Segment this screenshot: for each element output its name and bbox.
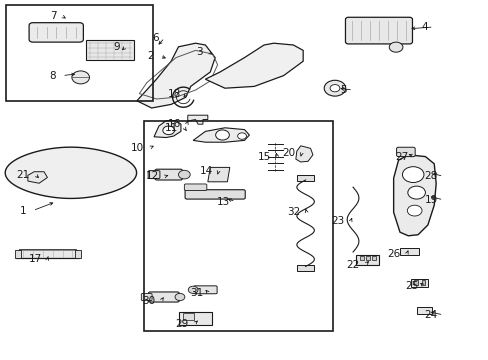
Bar xyxy=(359,256,363,260)
FancyBboxPatch shape xyxy=(141,293,152,301)
Circle shape xyxy=(188,286,198,293)
Bar xyxy=(85,40,134,60)
Text: 28: 28 xyxy=(424,171,437,181)
Text: 31: 31 xyxy=(189,288,203,298)
Polygon shape xyxy=(207,167,229,182)
Text: 21: 21 xyxy=(16,170,29,180)
Text: 7: 7 xyxy=(49,11,56,21)
Polygon shape xyxy=(205,43,303,88)
Text: 32: 32 xyxy=(287,207,300,217)
FancyBboxPatch shape xyxy=(184,184,206,190)
FancyBboxPatch shape xyxy=(148,292,179,302)
Text: 2: 2 xyxy=(147,51,154,61)
Text: 30: 30 xyxy=(142,296,155,306)
Text: 25: 25 xyxy=(404,281,417,291)
Text: 23: 23 xyxy=(331,216,344,226)
Text: 11: 11 xyxy=(165,123,178,133)
Text: 1: 1 xyxy=(20,206,27,216)
FancyBboxPatch shape xyxy=(155,169,182,180)
Circle shape xyxy=(329,85,339,92)
Text: 18: 18 xyxy=(167,89,181,99)
Circle shape xyxy=(178,170,190,179)
Text: 14: 14 xyxy=(199,166,212,176)
Bar xyxy=(6,5,152,101)
Circle shape xyxy=(407,186,425,199)
Circle shape xyxy=(215,130,229,140)
FancyBboxPatch shape xyxy=(184,190,245,199)
Circle shape xyxy=(163,126,174,135)
Text: 15: 15 xyxy=(258,152,271,162)
Bar xyxy=(371,256,375,260)
FancyBboxPatch shape xyxy=(29,23,83,42)
FancyBboxPatch shape xyxy=(345,17,412,44)
Bar xyxy=(297,175,314,181)
Text: 3: 3 xyxy=(196,47,203,57)
Text: 5: 5 xyxy=(340,85,346,95)
Text: 6: 6 xyxy=(152,33,159,43)
Circle shape xyxy=(72,71,89,84)
Bar xyxy=(355,255,379,265)
Circle shape xyxy=(175,293,184,301)
Text: 20: 20 xyxy=(282,148,295,158)
Circle shape xyxy=(237,133,246,139)
Circle shape xyxy=(388,42,402,52)
Polygon shape xyxy=(295,146,312,162)
FancyBboxPatch shape xyxy=(396,147,414,157)
Bar xyxy=(179,312,212,325)
Bar xyxy=(400,248,418,255)
Polygon shape xyxy=(16,250,80,258)
Text: 8: 8 xyxy=(49,71,56,81)
Text: 4: 4 xyxy=(420,22,427,32)
Bar xyxy=(421,280,425,285)
Text: 16: 16 xyxy=(167,119,181,129)
Bar xyxy=(413,280,417,285)
Bar xyxy=(183,313,193,320)
Bar xyxy=(75,250,81,258)
Text: 13: 13 xyxy=(216,197,229,207)
Text: 26: 26 xyxy=(387,249,400,259)
Circle shape xyxy=(324,80,345,96)
Circle shape xyxy=(402,167,423,183)
FancyBboxPatch shape xyxy=(193,286,217,294)
Circle shape xyxy=(407,205,421,216)
Polygon shape xyxy=(5,147,136,198)
Polygon shape xyxy=(154,121,181,138)
Bar xyxy=(297,265,314,271)
Text: 10: 10 xyxy=(131,143,144,153)
Bar xyxy=(410,279,427,287)
Text: 29: 29 xyxy=(175,319,188,329)
Polygon shape xyxy=(393,155,435,236)
Text: 27: 27 xyxy=(394,152,407,162)
Bar xyxy=(144,121,332,331)
Text: 12: 12 xyxy=(145,171,159,181)
Text: 24: 24 xyxy=(424,310,437,320)
Polygon shape xyxy=(137,43,215,108)
Polygon shape xyxy=(28,172,47,183)
Bar xyxy=(416,307,431,314)
Bar xyxy=(15,250,20,258)
Polygon shape xyxy=(193,128,249,142)
Text: 17: 17 xyxy=(28,254,41,264)
Polygon shape xyxy=(187,115,207,124)
Text: 22: 22 xyxy=(346,260,359,270)
Bar xyxy=(365,256,369,260)
Text: 9: 9 xyxy=(113,42,120,52)
Text: 19: 19 xyxy=(424,195,437,205)
FancyBboxPatch shape xyxy=(148,171,160,179)
